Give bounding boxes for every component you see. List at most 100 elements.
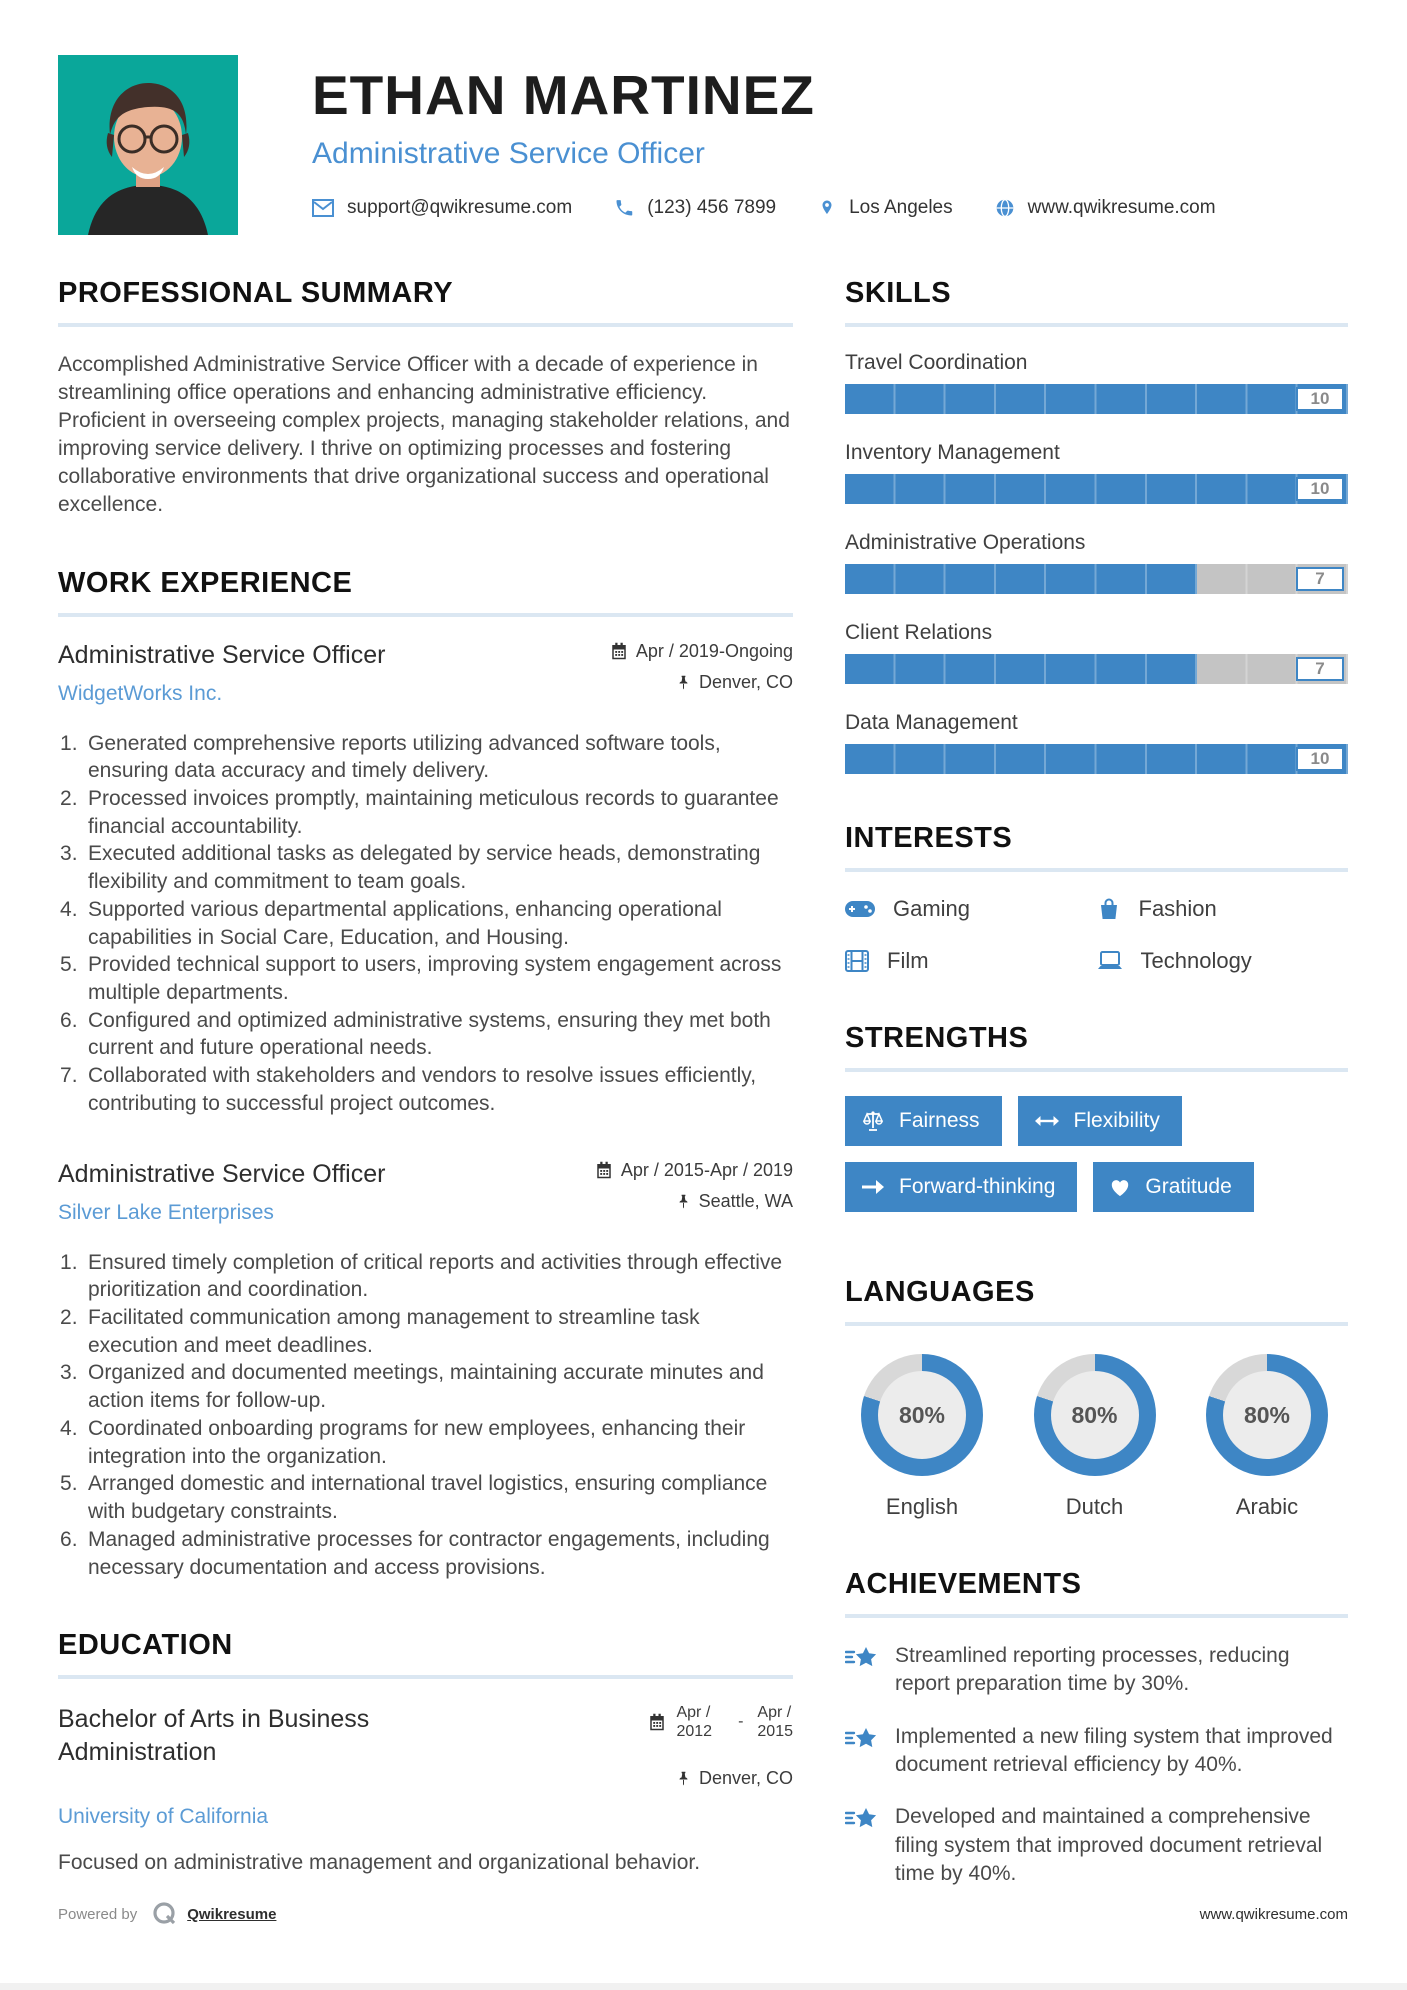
job-header: Administrative Service Officer WidgetWor…: [58, 641, 793, 706]
skill-bar-fill: [845, 654, 1198, 684]
job-dates: Apr / 2015-Apr / 2019: [595, 1160, 793, 1181]
degree-title: Bachelor of Arts in Business Administrat…: [58, 1705, 370, 1766]
strength-tag: Fairness: [845, 1096, 1002, 1146]
strength-tag: Flexibility: [1017, 1096, 1182, 1146]
skill-score-badge: 7: [1296, 567, 1344, 591]
skill-score-badge: 7: [1296, 657, 1344, 681]
job-title: Administrative Service Officer: [58, 1159, 386, 1188]
strengths-list: Fairness Flexibility Forward-thinking Gr…: [845, 1096, 1348, 1228]
powered-by: Powered by Qwikresume: [58, 1900, 276, 1928]
interest-label: Technology: [1140, 948, 1252, 973]
skill-bar-fill: [845, 564, 1198, 594]
section-summary: PROFESSIONAL SUMMARY Accomplished Admini…: [58, 277, 793, 519]
job-entry: Administrative Service Officer Silver La…: [58, 1160, 793, 1582]
job-bullet: Arranged domestic and international trav…: [60, 1470, 768, 1524]
strengths-heading: STRENGTHS: [845, 1022, 1029, 1054]
summary-heading: PROFESSIONAL SUMMARY: [58, 277, 454, 309]
achievements-heading: ACHIEVEMENTS: [845, 1568, 1082, 1600]
contact-row: support@qwikresume.com (123) 456 7899 Lo…: [312, 197, 1216, 219]
shooting-star-icon: [845, 1647, 877, 1667]
location-pin-icon: [822, 200, 832, 214]
skill-name: Inventory Management: [845, 441, 1060, 464]
person-name: ETHAN MARTINEZ: [312, 64, 815, 126]
person-title: Administrative Service Officer: [312, 137, 705, 170]
header: ETHAN MARTINEZ Administrative Service Of…: [58, 55, 1348, 235]
language-ring: 80%: [1033, 1354, 1156, 1476]
pushpin-icon: [679, 1771, 688, 1786]
achievement-item: Developed and maintained a comprehensive…: [845, 1803, 1348, 1888]
skill-row: Administrative Operations 7: [845, 531, 1348, 594]
language-item: 80% Dutch: [1020, 1354, 1170, 1520]
job-header-right: Apr / 2019-Ongoing Denver, CO: [610, 641, 793, 706]
skill-row: Client Relations 7: [845, 621, 1348, 684]
interest-label: Gaming: [893, 896, 971, 921]
section-education: EDUCATION Bachelor of Arts in Business A…: [58, 1629, 793, 1874]
avatar: [58, 55, 238, 235]
job-location-text: Seattle, WA: [698, 1190, 793, 1211]
heading-rule: [58, 612, 793, 617]
date-line: 2012: [676, 1723, 713, 1741]
job-bullet: Facilitated communication among manageme…: [60, 1304, 700, 1357]
job-bullet: Executed additional tasks as delegated b…: [60, 840, 761, 894]
language-percent: 80%: [878, 1371, 966, 1459]
skills-heading: SKILLS: [845, 277, 952, 309]
email-text: support@qwikresume.com: [347, 197, 573, 218]
education-dates: Apr / 2012 - Apr / 2015: [648, 1703, 793, 1741]
skill-bar-ticks: [845, 654, 1348, 684]
job-bullets: Generated comprehensive reports utilizin…: [58, 730, 793, 1118]
interest-label: Fashion: [1138, 896, 1217, 921]
interests-heading: INTERESTS: [845, 822, 1013, 854]
skill-bar-ticks: [845, 744, 1348, 774]
footer-website[interactable]: www.qwikresume.com: [1199, 1905, 1348, 1923]
mail-icon: [312, 199, 334, 217]
interest-item: Technology: [1097, 948, 1349, 974]
job-bullets: Ensured timely completion of critical re…: [58, 1249, 793, 1582]
contact-email[interactable]: support@qwikresume.com: [312, 197, 572, 219]
company-link[interactable]: WidgetWorks Inc.: [58, 681, 223, 705]
date-line: 2015: [757, 1723, 793, 1741]
job-bullet: Configured and optimized administrative …: [60, 1007, 771, 1060]
right-column: SKILLS Travel Coordination 10 Inventory …: [845, 277, 1348, 1936]
languages-list: 80% English 80% Dutch 80% A: [845, 1350, 1348, 1520]
date-line: Apr /: [676, 1704, 711, 1722]
heading-rule: [58, 323, 793, 327]
school-link[interactable]: University of California: [58, 1804, 269, 1828]
skill-bar-ticks: [845, 474, 1348, 504]
job-location: Seattle, WA: [595, 1191, 793, 1212]
job-header: Administrative Service Officer Silver La…: [58, 1160, 793, 1225]
interest-label: Film: [887, 948, 929, 973]
calendar-icon: [612, 642, 626, 660]
skill-bar-fill: [845, 384, 1348, 414]
job-bullet: Organized and documented meetings, maint…: [60, 1359, 764, 1413]
shopping-bag-icon: [1100, 898, 1117, 919]
language-ring: 80%: [861, 1354, 983, 1476]
phone-icon: [616, 200, 633, 216]
skill-score-badge: 10: [1296, 387, 1344, 411]
globe-icon: [996, 199, 1013, 217]
job-location-text: Denver, CO: [698, 671, 793, 692]
skill-bar-ticks: [845, 564, 1348, 594]
heading-rule: [845, 1614, 1348, 1618]
company-link[interactable]: Silver Lake Enterprises: [58, 1200, 274, 1224]
section-interests: INTERESTS Gaming Fashion Film: [845, 822, 1348, 974]
gamepad-icon: [845, 901, 875, 917]
language-percent: 80%: [1223, 1371, 1311, 1459]
strength-label: Gratitude: [1145, 1175, 1232, 1198]
summary-text: Accomplished Administrative Service Offi…: [58, 353, 790, 516]
qwikresume-logo-icon: [153, 1902, 176, 1925]
skill-score-badge: 10: [1296, 477, 1344, 501]
languages-heading: LANGUAGES: [845, 1276, 1035, 1308]
achievement-text: Implemented a new filing system that imp…: [895, 1724, 1333, 1777]
interest-item: Fashion: [1097, 896, 1349, 922]
contact-website[interactable]: www.qwikresume.com: [995, 197, 1216, 219]
location-text: Los Angeles: [849, 197, 953, 218]
job-header-right: Apr / 2015-Apr / 2019 Seattle, WA: [595, 1160, 793, 1225]
job-header-left: Administrative Service Officer WidgetWor…: [58, 641, 610, 706]
language-percent: 80%: [1050, 1371, 1139, 1459]
education-note: Focused on administrative management and…: [58, 1850, 701, 1874]
brand-link[interactable]: Qwikresume: [187, 1905, 277, 1923]
section-work: WORK EXPERIENCE Administrative Service O…: [58, 567, 793, 1582]
strength-label: Fairness: [899, 1109, 980, 1132]
job-dates: Apr / 2019-Ongoing: [610, 641, 793, 662]
heading-rule: [845, 1068, 1348, 1072]
